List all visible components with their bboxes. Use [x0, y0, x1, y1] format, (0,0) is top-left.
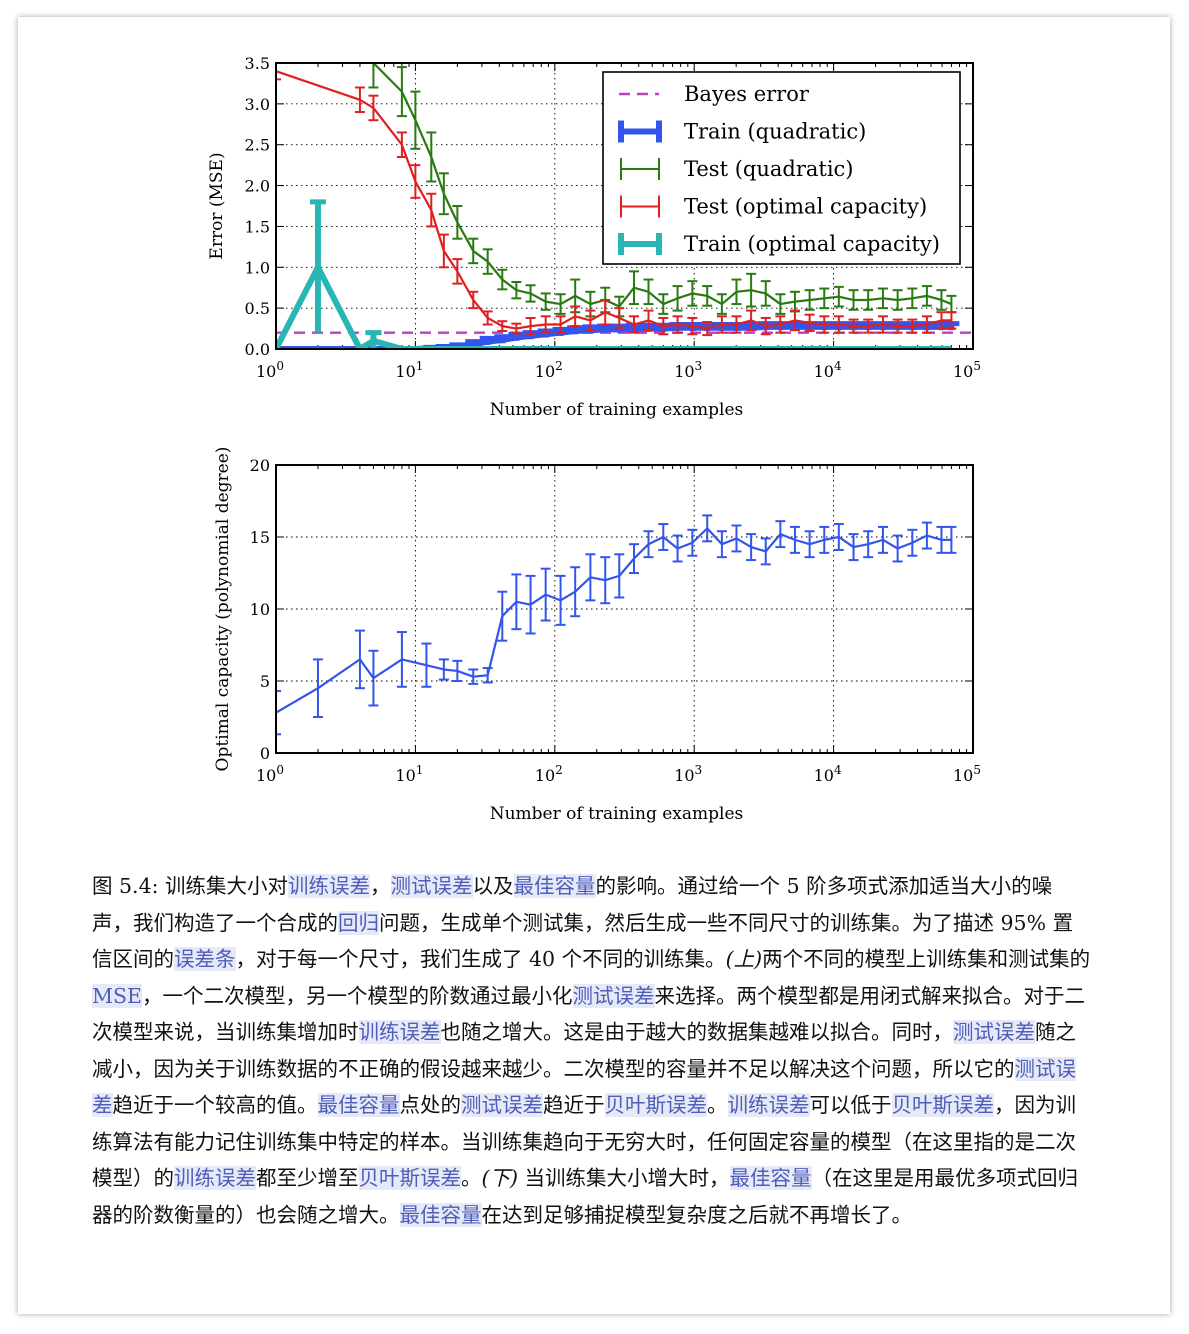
chart-1: 0.0 0.5 1.0 1.5 2.0 2.5 3.0 3.5 100 101 102 103 104 1…	[207, 54, 981, 420]
x-tick-label: 104	[814, 359, 842, 381]
glossary-term-link[interactable]: 最佳容量	[729, 1166, 812, 1190]
y-axis-label: Error (MSE)	[207, 152, 227, 259]
legend-label-test-quadratic: Test (quadratic)	[684, 157, 854, 181]
x-tick-label: 101	[395, 359, 423, 381]
series-series	[276, 527, 952, 714]
x-tick-label: 105	[953, 763, 981, 785]
caption-panel-marker: (上)	[725, 947, 763, 971]
glossary-term-link[interactable]: 回归	[338, 910, 379, 935]
legend-label-train-optimal-capacity: Train (optimal capacity)	[684, 232, 940, 256]
y-tick-label: 10	[250, 600, 270, 619]
glossary-term-link[interactable]: 训练误差	[358, 1020, 441, 1044]
x-tick-label: 101	[395, 763, 423, 785]
y-tick-label: 5	[260, 672, 270, 691]
y-tick-label: 15	[250, 528, 270, 547]
grid	[275, 464, 974, 754]
y-tick-label: 2.0	[245, 177, 270, 196]
legend-label-train-quadratic: Train (quadratic)	[684, 120, 866, 144]
caption-text: 图 5.4: 训练集大小对	[92, 874, 289, 898]
y-tick-label: 20	[250, 456, 270, 475]
glossary-term-link[interactable]: 训练误差	[727, 1093, 810, 1117]
y-tick-label: 0.0	[245, 340, 270, 359]
legend: Bayes error Train (quadratic) Test (quadra…	[602, 71, 961, 265]
series-test-optimal-capacity	[276, 70, 952, 330]
caption-text: 点处的	[399, 1093, 462, 1117]
glossary-term-link[interactable]: 测试误差	[953, 1020, 1035, 1044]
caption-text: 在达到足够捕捉模型复杂度之后就不再增长了。	[481, 1202, 913, 1227]
glossary-term-link[interactable]: 最佳容量	[513, 874, 596, 898]
x-tick-label: 105	[953, 359, 981, 381]
caption-panel-marker: (下)	[481, 1166, 519, 1190]
y-tick-label: 1.5	[245, 217, 270, 236]
x-axis-label: Number of training examples	[490, 804, 744, 824]
x-axis-label: Number of training examples	[490, 400, 744, 420]
caption-text: （在这里是用最优多项式回归器的阶数衡量的）也会随之增大。	[92, 1166, 1079, 1227]
caption-text: 也随之增大。这是由于越大的数据集越难以拟合。同时，	[440, 1020, 954, 1044]
glossary-term-link[interactable]: 最佳容量	[399, 1202, 482, 1227]
caption-text: 来选择。两个模型都是用闭式解来拟合。对于二次模型来说，当训练集增加时	[92, 983, 1085, 1045]
y-tick-label: 3.0	[245, 95, 270, 114]
plot-frame	[275, 464, 974, 754]
y-tick-label: 1.0	[245, 258, 270, 277]
x-tick-label: 102	[535, 359, 563, 381]
caption-text: ，	[370, 874, 391, 898]
series-test-quadratic	[372, 63, 952, 308]
glossary-term-link[interactable]: 最佳容量	[317, 1093, 400, 1117]
glossary-term-link[interactable]: 训练误差	[174, 1166, 256, 1190]
glossary-term-link[interactable]: 测试误差	[461, 1093, 543, 1117]
x-tick-label: 102	[535, 763, 563, 785]
caption-text: 。	[461, 1166, 482, 1190]
caption-text: 趋近于一个较高的值。	[112, 1093, 318, 1117]
x-tick-label: 103	[674, 359, 702, 381]
glossary-term-link[interactable]: 贝叶斯误差	[891, 1093, 994, 1117]
y-tick-label: 2.5	[245, 136, 270, 155]
y-tick-label: 3.5	[245, 54, 270, 73]
x-tick-label: 100	[256, 763, 284, 785]
data-layer	[276, 63, 973, 349]
caption-text: 趋近于	[543, 1093, 605, 1117]
caption-text: ，一个二次模型，另一个模型的阶数通过最小化	[142, 983, 573, 1008]
glossary-term-link[interactable]: 测试误差	[572, 983, 655, 1008]
data-layer	[276, 514, 957, 736]
glossary-term-link[interactable]: 训练误差	[288, 874, 371, 898]
glossary-term-link[interactable]: 贝叶斯误差	[604, 1093, 707, 1117]
glossary-term-link[interactable]: 误差条	[174, 947, 236, 971]
x-tick-label: 103	[674, 763, 702, 785]
caption-text: ，因为训练算法有能力记住训练集中特定的样本。当训练集趋向于无穷大时，任何固定容量…	[92, 1093, 1076, 1190]
caption-text: 。	[707, 1093, 728, 1117]
legend-label-bayes-error: Bayes error	[684, 82, 810, 106]
caption-text: 问题，生成单个测试集，然后生成一些不同尺寸的训练集。为了描述 95% 置信区间的	[92, 910, 1074, 972]
figure-caption: 图 5.4: 训练集大小对训练误差，测试误差以及最佳容量的影响。通过给一个 5 …	[92, 868, 1092, 1233]
caption-text: 都至少增至	[256, 1166, 359, 1190]
caption-text: 两个不同的模型上训练集和测试集的	[762, 947, 1091, 971]
x-tick-label: 100	[256, 359, 284, 381]
plot-frame	[275, 62, 974, 350]
y-tick-label: 0	[260, 744, 270, 763]
caption-text: ，对于每一个尺寸，我们生成了 40 个不同的训练集。	[235, 947, 726, 971]
glossary-term-link[interactable]: MSE	[92, 983, 142, 1008]
legend-box	[602, 71, 961, 265]
glossary-term-link[interactable]: 测试误差	[390, 874, 473, 898]
caption-text: 的影响。通过给一个 5 阶多项式添加适当大小的噪声，我们构造了一个合成的	[92, 874, 1053, 935]
caption-text: 当训练集大小增大时，	[518, 1166, 730, 1190]
caption-text: 以及	[472, 874, 514, 898]
chart-2: 0 5 10 15 20 100 101 102 103 104 105 Number of trai…	[213, 447, 981, 824]
y-axis-label: Optimal capacity (polynomial degree)	[213, 447, 233, 772]
glossary-term-link[interactable]: 贝叶斯误差	[358, 1166, 461, 1190]
legend-label-test-optimal-capacity: Test (optimal capacity)	[684, 195, 927, 219]
caption-text: 可以低于	[809, 1093, 892, 1117]
caption-text: 随之减小，因为关于训练数据的不正确的假设越来越少。二次模型的容量并不足以解决这个…	[92, 1020, 1076, 1081]
ticks	[275, 464, 974, 754]
x-tick-label: 104	[814, 763, 842, 785]
y-tick-label: 0.5	[245, 299, 270, 318]
